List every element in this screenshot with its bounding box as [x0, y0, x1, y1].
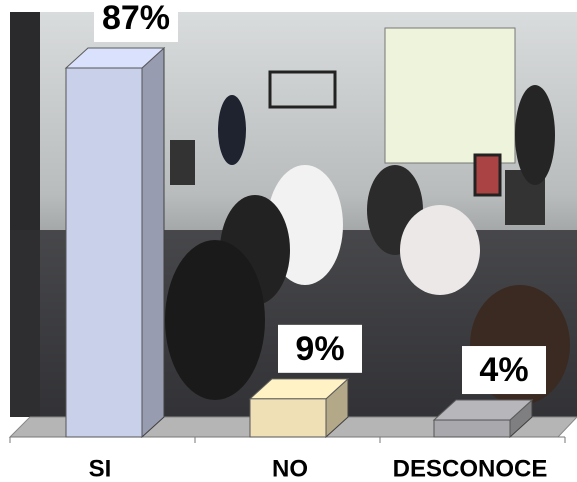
value-label: 4%: [479, 351, 528, 389]
bar-side: [141, 46, 165, 439]
x-tick-label: NO: [272, 455, 308, 482]
value-label: 9%: [295, 330, 344, 368]
value-label-box: [462, 346, 546, 395]
bar: [249, 398, 327, 438]
value-label-box: [278, 324, 362, 373]
x-tick-label: SI: [89, 455, 112, 482]
value-label-box: [94, 0, 178, 42]
x-tick-label: DESCONOCE: [393, 455, 548, 482]
bar: [433, 419, 511, 438]
value-label: 87%: [102, 0, 170, 37]
bar: [65, 67, 143, 438]
